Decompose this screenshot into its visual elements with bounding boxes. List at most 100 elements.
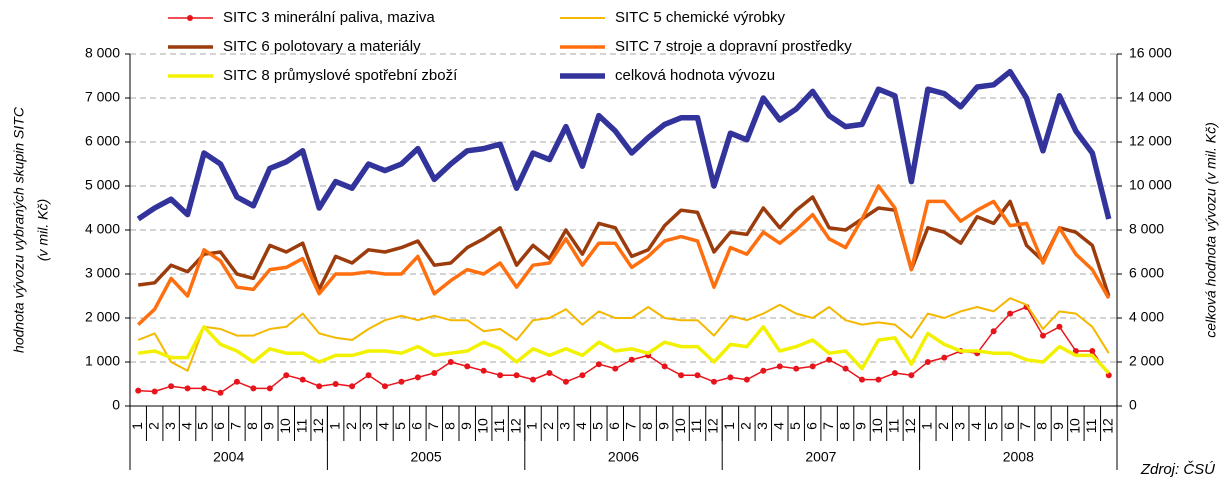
x-tick-label: 11: [886, 419, 902, 434]
y2-tick-label: 6 000: [1129, 265, 1164, 281]
point: [135, 387, 142, 394]
x-tick-label: 4: [376, 422, 392, 430]
point: [464, 363, 471, 370]
series-line: [137, 325, 1111, 375]
point: [316, 383, 323, 390]
x-tick-label: 4: [178, 422, 194, 430]
y-tick-label: 2 000: [85, 309, 120, 325]
point: [924, 359, 931, 365]
point: [710, 378, 717, 385]
y-tick-label: 5 000: [85, 177, 120, 193]
x-tick-label: 12: [310, 418, 326, 434]
y2-tick-label: 12 000: [1129, 133, 1172, 149]
x-tick-label: 2: [343, 422, 359, 430]
point: [990, 328, 997, 335]
point: [743, 376, 750, 383]
point: [151, 388, 158, 395]
x-tick-label: 5: [392, 422, 408, 430]
x-tick-label: 4: [770, 422, 786, 430]
x-tick-label: 11: [1083, 419, 1099, 434]
point: [233, 378, 240, 385]
legend-label: SITC 7 stroje a dopravní prostředky: [615, 38, 852, 55]
point: [530, 376, 537, 383]
point: [283, 372, 290, 379]
y-axis-title: (v mil. Kč): [35, 199, 51, 261]
x-tick-label: 5: [984, 422, 1000, 430]
x-tick-label: 11: [688, 419, 704, 434]
x-tick-label: 11: [491, 419, 507, 434]
point: [562, 378, 569, 385]
year-label: 2008: [1003, 449, 1034, 465]
point: [661, 363, 668, 370]
point: [941, 354, 948, 361]
point: [497, 372, 504, 379]
x-tick-label: 12: [1099, 418, 1115, 434]
legend-label: SITC 6 polotovary a materiály: [223, 38, 421, 55]
point: [694, 372, 701, 379]
point: [1039, 332, 1046, 339]
x-tick-label: 6: [409, 422, 425, 430]
point: [1089, 348, 1096, 354]
y2-tick-label: 10 000: [1129, 177, 1172, 193]
x-tick-label: 8: [441, 422, 457, 430]
x-tick-label: 10: [672, 418, 688, 434]
x-tick-label: 2: [145, 422, 161, 430]
y-axis-title: hodnota vývozu vybraných skupin SITC: [11, 106, 27, 353]
y-tick-label: 7 000: [85, 89, 120, 105]
point: [776, 363, 783, 370]
x-tick-label: 4: [968, 422, 984, 430]
x-tick-label: 10: [1067, 418, 1083, 434]
point: [875, 376, 882, 383]
x-tick-label: 3: [557, 422, 573, 430]
point: [184, 385, 191, 392]
point: [480, 367, 487, 374]
year-label: 2005: [411, 449, 442, 465]
point: [398, 378, 405, 385]
x-tick-label: 11: [293, 419, 309, 434]
source: Zdroj: ČSÚ: [1140, 461, 1215, 478]
x-tick-label: 8: [1034, 422, 1050, 430]
point: [168, 383, 175, 390]
x-tick-label: 1: [326, 422, 342, 430]
x-tick-label: 12: [705, 418, 721, 434]
y-tick-label: 8 000: [85, 45, 120, 61]
y-tick-label: 0: [112, 397, 120, 413]
x-tick-label: 9: [655, 422, 671, 430]
x-tick-label: 6: [803, 422, 819, 430]
x-tick-label: 1: [129, 422, 145, 430]
y2-axis-title: celková hodnota vývozu (v mil. Kč): [1203, 122, 1219, 338]
y2-tick-label: 8 000: [1129, 221, 1164, 237]
y-tick-label: 3 000: [85, 265, 120, 281]
point: [1056, 323, 1063, 330]
x-tick-label: 3: [754, 422, 770, 430]
x-tick-label: 9: [458, 422, 474, 430]
x-tick-label: 10: [869, 418, 885, 434]
x-tick-label: 10: [277, 418, 293, 434]
y2-tick-label: 14 000: [1129, 89, 1172, 105]
point: [349, 383, 356, 390]
point: [250, 385, 257, 392]
point: [579, 372, 586, 379]
x-tick-label: 6: [1001, 422, 1017, 430]
legend-label: celková hodnota vývozu: [615, 67, 775, 84]
point: [201, 385, 208, 392]
x-tick-label: 1: [919, 422, 935, 430]
point: [760, 367, 767, 374]
point: [727, 374, 734, 381]
point: [891, 370, 898, 376]
x-tick-label: 6: [606, 422, 622, 430]
point: [266, 385, 273, 392]
legend-label: SITC 8 průmyslové spotřební zboží: [223, 67, 458, 84]
x-tick-label: 6: [211, 422, 227, 430]
x-tick-label: 3: [359, 422, 375, 430]
point: [908, 372, 915, 379]
point: [299, 376, 306, 383]
x-tick-label: 10: [474, 418, 490, 434]
x-tick-label: 2: [540, 422, 556, 430]
point: [1007, 310, 1014, 317]
year-label: 2004: [213, 449, 244, 465]
point: [793, 365, 800, 372]
point: [381, 383, 388, 390]
point: [431, 370, 438, 376]
